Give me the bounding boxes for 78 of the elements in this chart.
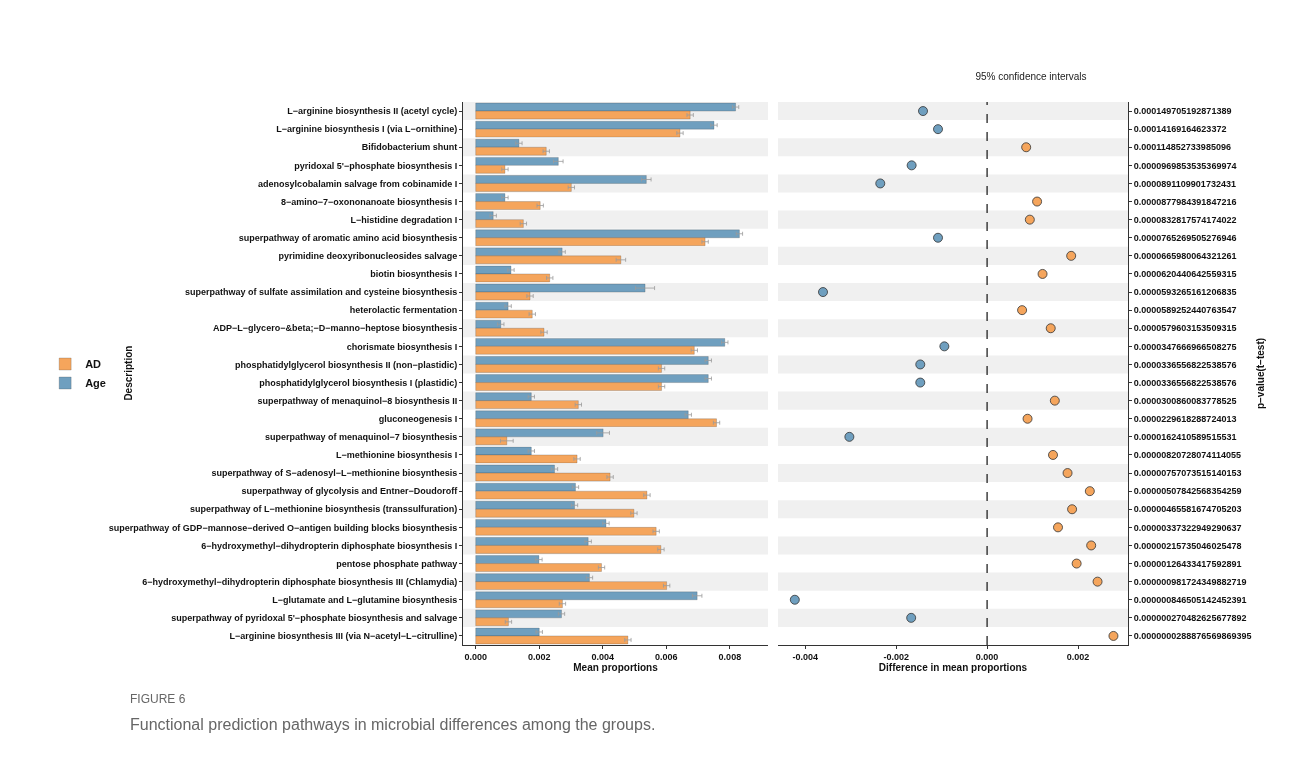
y-tick-label: 0.00000465581674705203 — [1133, 504, 1242, 515]
y-tick-label: 0.000000846505142452391 — [1133, 594, 1247, 605]
y-tick-label: 6−hydroxymethyl−dihydropterin diphosphate biosynthesis I — [201, 540, 458, 551]
caption: FIGURE 6 — [130, 692, 186, 706]
y-tick-label: 0.0000589252440763547 — [1133, 305, 1237, 316]
y-tick-label: 0.000149705192871389 — [1133, 106, 1232, 117]
y-tick-label: 0.00000215735046025478 — [1133, 540, 1242, 551]
y-tick-label: L−methionine biosynthesis I — [335, 450, 458, 461]
y-tick-label: 0.000114852733985096 — [1133, 142, 1231, 153]
y-tick-label: 8−amino−7−oxononanoate biosynthesis I — [280, 196, 458, 207]
x-tick-label: 0.000 — [464, 651, 487, 662]
x-axis-title: Difference in mean proportions — [878, 661, 1028, 673]
y-tick-label: 0.00000337322949290637 — [1133, 522, 1242, 533]
y-tick-label: superpathway of GDP−mannose−derived O−antigen building blocks biosynthesis — [108, 522, 458, 533]
y-tick-label: 6−hydroxymethyl−dihydropterin diphosphate biosynthesis III (Chlamydia) — [142, 576, 458, 587]
y-tick-label: 0.0000579603153509315 — [1133, 323, 1237, 334]
y-tick-label: 0.0000000288876569869395 — [1133, 631, 1252, 642]
legend-label: AD — [85, 358, 102, 371]
y-tick-label: 0.0000665980064321261 — [1133, 251, 1237, 261]
y-tick-label: 0.0000620440642559315 — [1133, 269, 1237, 280]
y-tick-label: phosphatidylglycerol biosynthesis II (non−plastidic) — [234, 359, 458, 370]
y-tick-label: 0.0000162410589515531 — [1133, 432, 1237, 442]
x-tick-label: 0.002 — [527, 651, 551, 662]
x-tick-label: 0.008 — [718, 651, 742, 662]
y-tick-label: L−arginine biosynthesis I (via L−ornithine) — [276, 124, 458, 135]
y-tick-label: heterolactic fermentation — [349, 305, 458, 316]
y-tick-label: ADP−L−glycero−&beta;−D−manno−heptose biosynthesis — [213, 323, 458, 334]
y-tick-label: 0.0000229618288724013 — [1133, 413, 1237, 424]
x-tick-label: 0.000 — [975, 651, 999, 662]
y-tick-label: 0.0000336556822538576 — [1133, 377, 1237, 388]
x-tick-label: 0.004 — [591, 651, 615, 662]
y-tick-label: superpathway of S−adenosyl−L−methionine biosynthesis — [211, 468, 458, 479]
y-tick-label: gluconeogenesis I — [378, 413, 458, 424]
chart-title: 95% confidence intervals — [975, 70, 1087, 82]
text: Functional prediction pathways in microbial differences among the groups. — [130, 716, 656, 734]
y-tick-label: Bifidobacterium shunt — [361, 142, 458, 153]
legend-label: Age — [85, 377, 106, 390]
y-tick-label: superpathway of pyridoxal 5'−phosphate biosynthesis and salvage — [171, 613, 458, 623]
y-tick-label: 0.00000757073515140153 — [1133, 468, 1242, 479]
y-tick-label: 0.00000507842568354259 — [1133, 486, 1242, 497]
x-tick-label: 0.006 — [655, 651, 678, 662]
y-tick-label: chorismate biosynthesis I — [346, 341, 458, 352]
y-tick-label: biotin biosynthesis I — [370, 269, 458, 280]
y-tick-label: pyrimidine deoxyribonucleosides salvage — [278, 251, 458, 261]
y-tick-label: phosphatidylglycerol biosynthesis I (plastidic) — [259, 377, 458, 388]
y-tick-label: 0.0000969853535369974 — [1133, 160, 1237, 171]
y-tick-label: pyridoxal 5'−phosphate biosynthesis I — [294, 160, 458, 171]
y-tick-label: L−arginine biosynthesis III (via N−acetyl−L−citrulline) — [229, 631, 458, 642]
y-tick-label: 0.0000765269505276946 — [1133, 232, 1237, 243]
y-tick-label: 0.0000891109901732431 — [1133, 178, 1236, 189]
y-tick-label: adenosylcobalamin salvage from cobinamide I — [258, 178, 458, 189]
y-tick-label: superpathway of sulfate assimilation and cysteine biosynthesis — [185, 287, 458, 298]
y-tick-label: pentose phosphate pathway — [336, 558, 458, 569]
y-tick-label: 0.0000593265161206835 — [1133, 287, 1237, 298]
x-tick-label: 0.002 — [1066, 651, 1090, 662]
y-tick-label: 0.00000820728074114055 — [1133, 450, 1241, 461]
y-tick-label: 0.0000347666966508275 — [1133, 341, 1237, 352]
y-tick-label: 0.00000126433417592891 — [1133, 558, 1242, 569]
y-tick-label: superpathway of menaquinol−8 biosynthesis II — [257, 395, 458, 406]
x-tick-label: -0.004 — [792, 651, 819, 662]
y-tick-label: L−arginine biosynthesis II (acetyl cycle) — [287, 106, 458, 117]
y-tick-label: 0.0000832817574174022 — [1133, 214, 1237, 225]
y-tick-label: 0.0000877984391847216 — [1133, 196, 1237, 207]
y-tick-label: L−glutamate and L−glutamine biosynthesis — [272, 594, 458, 605]
y-tick-label: superpathway of glycolysis and Entner−Doudoroff — [241, 486, 459, 497]
x-tick-label: -0.002 — [883, 651, 909, 662]
y-tick-label: 0.00014169164623372 — [1133, 124, 1227, 135]
y-tick-label: superpathway of menaquinol−7 biosynthesis — [264, 432, 458, 442]
y-tick-label: 0.0000336556822538576 — [1133, 359, 1237, 370]
y-tick-label: 0.000000270482625677892 — [1133, 613, 1247, 623]
y-tick-label: L−histidine degradation I — [350, 214, 458, 225]
y-axis-title: Description — [122, 345, 134, 401]
y-tick-label: superpathway of aromatic amino acid biosynthesis — [238, 232, 458, 243]
y-tick-label: 0.000000981724349882719 — [1133, 576, 1247, 587]
x-axis-title: Mean proportions — [573, 661, 659, 673]
y-axis-title: p−value(t−test) — [1254, 337, 1266, 410]
y-tick-label: superpathway of L−methionine biosynthesis (transsulfuration) — [189, 504, 458, 515]
y-tick-label: 0.0000300860083778525 — [1133, 395, 1237, 406]
